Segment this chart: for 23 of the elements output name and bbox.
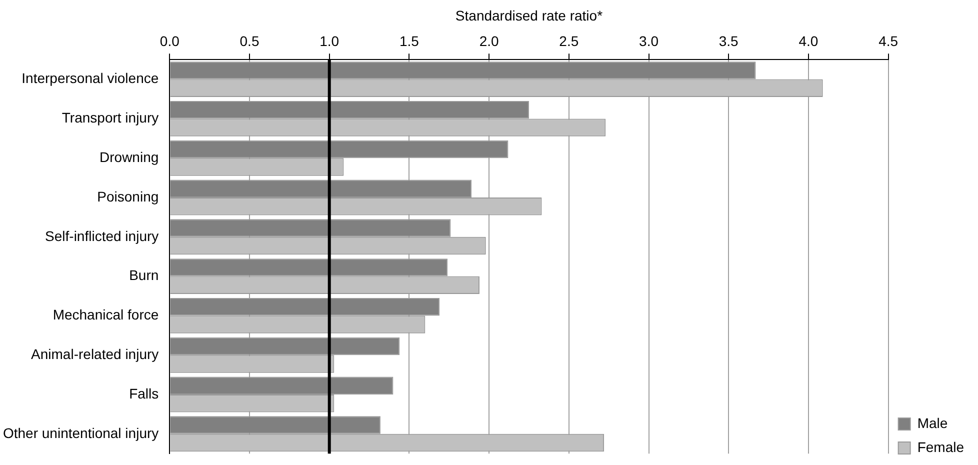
y-tick-label: Poisoning — [97, 188, 159, 204]
legend-label: Male — [917, 414, 948, 431]
y-tick-label: Mechanical force — [52, 306, 159, 323]
y-tick-label: Self-inflicted injury — [45, 228, 159, 244]
x-tick-label: 4.5 — [878, 33, 898, 50]
x-tick-label: 0.0 — [160, 33, 180, 50]
x-tick-label: 1.5 — [399, 33, 420, 50]
y-tick-label: Other unintentional injury — [2, 424, 159, 441]
y-tick-label: Animal-related injury — [31, 346, 159, 362]
legend-label: Female — [917, 438, 964, 455]
x-axis-title: Standardised rate ratio* — [455, 7, 604, 24]
x-tick-label: 2.0 — [479, 33, 499, 50]
y-tick-label: Drowning — [100, 148, 159, 165]
y-tick-label: Interpersonal violence — [22, 70, 159, 86]
x-tick-label: 1.0 — [320, 33, 340, 50]
y-tick-label: Burn — [129, 267, 159, 284]
x-tick-label: 4.0 — [798, 33, 818, 50]
x-tick-label: 3.0 — [639, 33, 659, 50]
x-tick-label: 3.5 — [718, 33, 739, 50]
y-tick-label: Transport injury — [62, 110, 159, 126]
x-tick-label: 0.5 — [240, 33, 260, 50]
x-tick-label: 2.5 — [559, 33, 579, 50]
y-tick-label: Falls — [129, 385, 159, 402]
